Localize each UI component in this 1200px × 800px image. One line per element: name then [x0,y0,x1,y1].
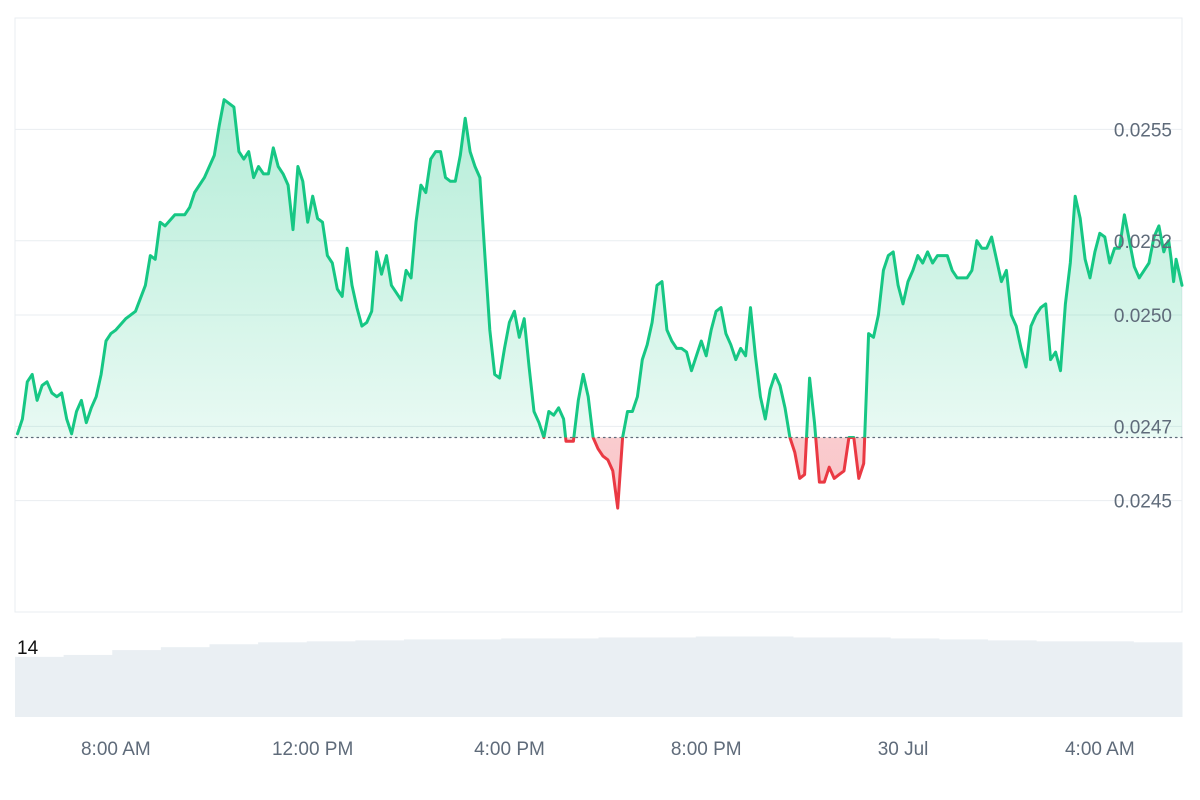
volume-bar [1036,641,1086,717]
volume-bar [647,637,697,717]
volume-bar [1133,642,1183,717]
volume-bar [744,636,794,717]
volume-bar [549,638,599,717]
volume-bar [841,637,891,717]
volume-bar [355,640,405,717]
volume-bar [160,647,210,717]
x-tick-label: 30 Jul [878,739,929,760]
volume-bar [1084,641,1134,717]
price-line-up [16,98,1184,438]
volume-bar [938,639,988,717]
y-tick-label: 0.0250 [1114,306,1172,327]
volume-scale-label: 14 [17,638,39,659]
area-fill-up [17,99,1182,438]
y-tick-label: 0.0247 [1114,417,1172,438]
x-tick-label: 4:00 AM [1065,739,1135,760]
x-tick-label: 8:00 PM [671,739,742,760]
volume-bar [112,650,162,717]
volume-bar [890,638,940,717]
volume-bar [598,637,648,717]
volume-bar [306,641,356,717]
y-tick-label: 0.0245 [1114,492,1172,513]
x-tick-label: 12:00 PM [272,739,353,760]
volume-bar [987,640,1037,717]
y-tick-label: 0.0255 [1114,120,1172,141]
volume-bar [452,639,502,717]
volume-bar [63,654,113,717]
volume-bar [501,638,551,717]
volume-bar [258,642,308,717]
volume-bar [209,644,259,717]
x-tick-label: 4:00 PM [474,739,545,760]
volume-bar [695,636,745,717]
volume-bar [15,656,65,717]
volume-bar [793,637,843,717]
x-tick-label: 8:00 AM [81,739,151,760]
y-tick-label: 0.0252 [1114,232,1172,253]
area-fill-down [565,437,865,509]
volume-bar [404,639,454,717]
